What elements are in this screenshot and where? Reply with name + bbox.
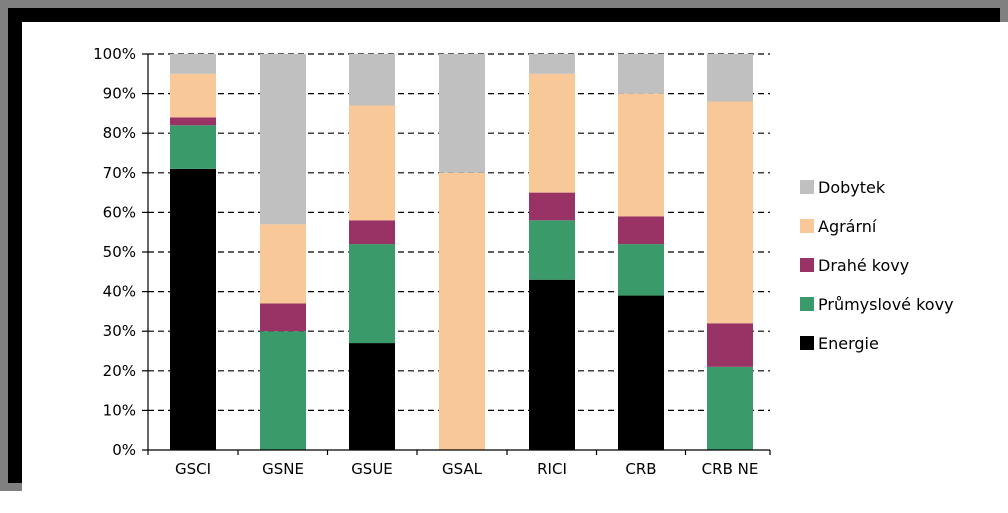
y-tick-label: 90% <box>103 85 136 103</box>
bar-segment-dobytek <box>707 54 753 102</box>
bar-segment-energie <box>618 295 664 450</box>
legend-swatch <box>800 336 814 350</box>
bar-segment-dobytek <box>618 54 664 94</box>
legend-swatch <box>800 219 814 233</box>
bar-segment-průmyslové-kovy <box>618 244 664 296</box>
bar-segment-drahé-kovy <box>260 303 306 332</box>
x-tick-label: CRB <box>625 460 656 478</box>
bar-segment-dobytek <box>349 54 395 106</box>
y-tick-label: 70% <box>103 164 136 182</box>
y-tick-label: 30% <box>103 322 136 340</box>
bar-segment-agrární <box>618 93 664 217</box>
bar-segment-agrární <box>529 73 575 193</box>
legend-swatch <box>800 297 814 311</box>
y-tick-label: 40% <box>103 283 136 301</box>
bar-segment-agrární <box>707 101 753 324</box>
x-tick-label: GSNE <box>262 460 304 478</box>
bar-segment-drahé-kovy <box>618 216 664 245</box>
stacked-bar-chart: 0%10%20%30%40%50%60%70%80%90%100% GSCI GS… <box>93 45 954 478</box>
bar-segment-průmyslové-kovy <box>170 125 216 169</box>
bar-segment-energie <box>170 168 216 450</box>
bar-segment-průmyslové-kovy <box>707 366 753 450</box>
x-tick-label: CRB NE <box>702 460 759 478</box>
bars <box>170 54 753 451</box>
y-tick-label: 100% <box>93 45 136 63</box>
y-tick-label: 60% <box>103 203 136 221</box>
legend-label: Agrární <box>818 217 877 236</box>
bar-segment-drahé-kovy <box>170 117 216 126</box>
legend-label: Dobytek <box>818 178 886 197</box>
y-tick-label: 80% <box>103 124 136 142</box>
y-tick-label: 50% <box>103 243 136 261</box>
y-axis: 0% 10% 20% 30% 40% 50% 60% 70% 80% 90% 100% <box>93 45 149 459</box>
bar-segment-agrární <box>349 105 395 221</box>
bar-segment-drahé-kovy <box>349 220 395 245</box>
bar-segment-agrární <box>439 172 485 451</box>
bar-segment-dobytek <box>529 54 575 74</box>
y-tick-label: 20% <box>103 362 136 380</box>
y-tick-label: 10% <box>103 401 136 419</box>
x-tick-label: GSAL <box>442 460 483 478</box>
legend-swatch <box>800 258 814 272</box>
legend-label: Energie <box>818 334 879 353</box>
bar-segment-dobytek <box>260 54 306 225</box>
bar-segment-energie <box>529 279 575 450</box>
bar-segment-energie <box>349 343 395 450</box>
legend: Dobytek Agrární Drahé kovy Průmyslové kovy E… <box>800 178 954 353</box>
bar-segment-agrární <box>170 73 216 118</box>
bar-segment-dobytek <box>439 54 485 173</box>
x-tick-label: GSUE <box>351 460 393 478</box>
bar-segment-průmyslové-kovy <box>260 331 306 450</box>
y-tick-label: 0% <box>112 441 136 459</box>
bar-segment-průmyslové-kovy <box>349 244 395 344</box>
legend-label: Drahé kovy <box>818 256 909 275</box>
bar-segment-průmyslové-kovy <box>529 220 575 280</box>
x-tick-label: GSCI <box>175 460 211 478</box>
x-tick-label: RICI <box>537 460 567 478</box>
bar-segment-drahé-kovy <box>529 192 575 221</box>
bar-segment-agrární <box>260 224 306 304</box>
bar-segment-drahé-kovy <box>707 323 753 367</box>
bar-segment-dobytek <box>170 54 216 74</box>
legend-label: Průmyslové kovy <box>818 295 954 314</box>
x-axis: GSCI GSNE GSUE GSAL RICI CRB CRB NE <box>147 449 771 478</box>
legend-swatch <box>800 180 814 194</box>
